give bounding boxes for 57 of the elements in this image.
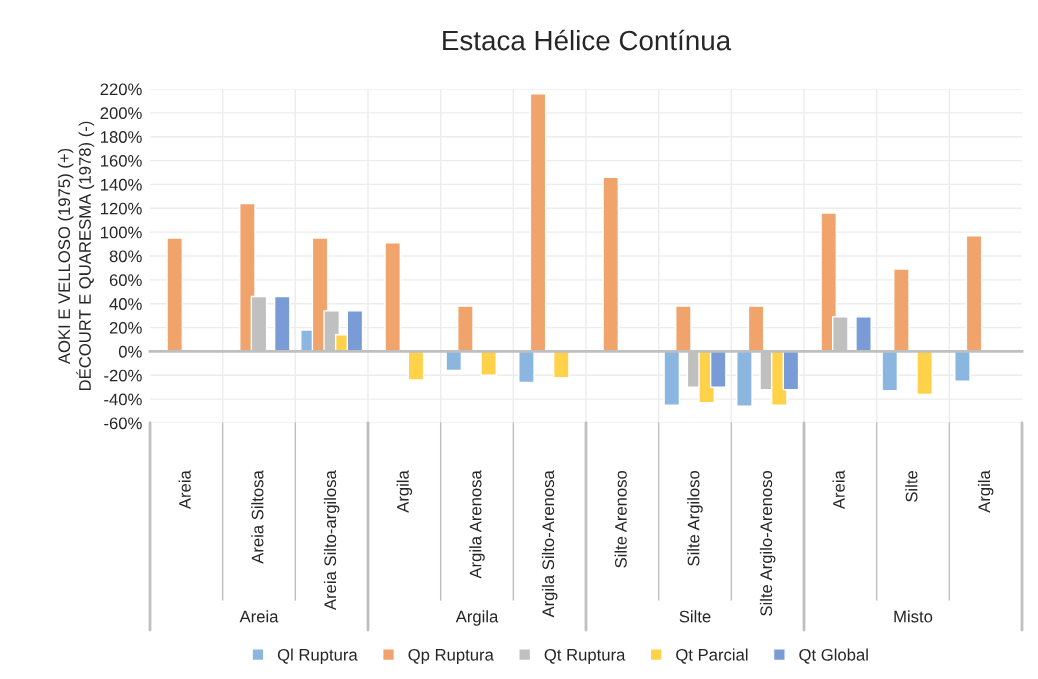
bar: [663, 350, 681, 406]
bar: [736, 350, 753, 407]
x-tick-label: Areia: [832, 470, 845, 510]
x-tick-label: Areia Siltosa: [251, 470, 264, 564]
x-tick-label: Areia: [178, 470, 191, 510]
bar: [954, 350, 971, 382]
x-tick-label: Silte Arenoso: [614, 470, 627, 568]
y-tick-label: 20%: [109, 321, 142, 334]
x-tick-label: Silte Argilo-Arenoso: [759, 470, 776, 616]
legend-label: Qp Ruptura: [408, 648, 494, 664]
bar: [273, 295, 291, 353]
bar: [675, 305, 692, 353]
bar: [916, 350, 933, 396]
x-tick-label: Argila: [396, 470, 413, 513]
x-tick-label: Areia Silto-argilosa: [323, 470, 340, 611]
bar: [166, 237, 184, 353]
bar: [965, 235, 983, 353]
bar: [480, 350, 497, 376]
text: Argila: [455, 610, 499, 626]
bar: [518, 350, 535, 384]
x-tick-label: Argila: [977, 470, 994, 513]
y-tick-label: 80%: [109, 250, 142, 263]
bar: [602, 176, 620, 353]
y-tick-label: 200%: [100, 107, 142, 120]
y-tick-label: -20%: [104, 369, 142, 382]
bar: [457, 305, 474, 353]
bar: [893, 268, 910, 353]
chart-title: Estaca Hélice Contínua: [443, 29, 732, 51]
y-tick-label: 160%: [101, 154, 142, 167]
text: Misto: [894, 610, 933, 623]
y-tick-label: 120%: [101, 202, 142, 215]
legend-label: Qt Global: [799, 648, 868, 664]
bar: [881, 350, 899, 392]
y-tick-label: -40%: [104, 393, 142, 406]
bar: [384, 242, 402, 353]
y-tick-label: 60%: [109, 274, 142, 287]
legend-label: Qt Parcial: [676, 648, 748, 664]
bar: [552, 350, 570, 379]
y-tick-label: 0%: [118, 345, 142, 358]
y-axis-title: AOKI E VELLOSO (1975) (+) DÉCOURT E QUARESMA (1978) (-): [57, 121, 95, 391]
y-tick-label: 140%: [101, 178, 142, 191]
y-tick-label: -60%: [104, 417, 142, 430]
y-tick-label: 40%: [109, 298, 142, 310]
x-tick-label: Silte: [905, 470, 918, 502]
y-tick-label: 180%: [101, 131, 142, 143]
x-tick-label: Argila Silto-Arenosa: [541, 470, 558, 618]
legend-label: Qt Ruptura: [544, 648, 626, 664]
y-tick-label: 100%: [101, 226, 142, 239]
bar: [747, 305, 765, 353]
bar: [855, 316, 872, 353]
x-tick-label: Silte Argiloso: [687, 470, 703, 566]
bar: [445, 350, 463, 372]
y-tick-label: 220%: [100, 83, 142, 96]
bar: [407, 350, 425, 381]
legend-label: Ql Ruptura: [277, 648, 358, 664]
x-tick-label: Argila Arenosa: [469, 470, 485, 579]
bar: [529, 93, 547, 353]
